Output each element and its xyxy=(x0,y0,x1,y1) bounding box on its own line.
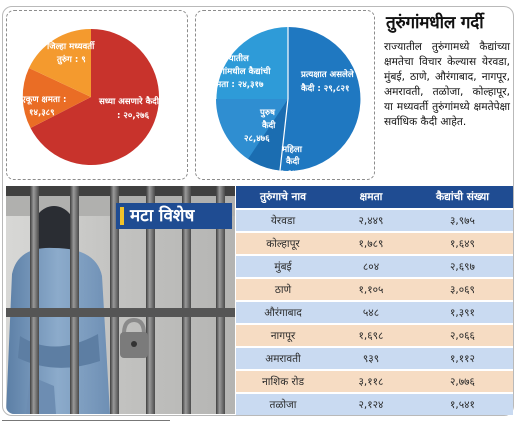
cell-prison-name: मुंबई xyxy=(274,260,292,273)
prison-photo xyxy=(6,186,235,414)
prisoner-behind-bars-illustration xyxy=(6,186,235,414)
female-prisoners-label-1: महिला xyxy=(281,144,303,155)
cell-prisoner-count: १,५४१ xyxy=(450,398,475,411)
pie-slice-district-jails xyxy=(29,28,91,97)
cell-prison-name: नाशिक रोड xyxy=(262,375,304,388)
total-capacity-label-1: एकूण क्षमता : xyxy=(20,95,66,105)
actual-prisoners-label-1: प्रत्यक्षात असलेले xyxy=(300,69,355,80)
cell-prisoner-count: ३,९७५ xyxy=(450,214,475,227)
cell-prison-name: नागपूर xyxy=(270,329,296,342)
cell-prisoner-count: १,११२ xyxy=(450,352,475,365)
prison-capacity-table: तुरुंगाचे नाव क्षमता कैद्यांची संख्या ये… xyxy=(236,186,513,415)
cell-capacity: २,१२४ xyxy=(358,398,384,411)
pie-chart-capacity-box: जिल्हा मध्यवर्ती तुरुंग : ९ एकूण क्षमता … xyxy=(6,10,188,180)
mata-vishesh-badge: मटा विशेष xyxy=(116,203,232,229)
cell-prisoner-count: ३,०६९ xyxy=(450,283,475,296)
pie-divider xyxy=(279,98,289,171)
cell-prison-name: अमरावती xyxy=(265,352,301,365)
cell-prisoner-count: २,६९७ xyxy=(450,260,475,273)
state-capacity-label-2: तुरुंगांमधील कैद्यांची xyxy=(209,66,271,77)
cell-prison-name: तळोजा xyxy=(269,398,297,411)
table-row: येरवडा २,४४९ ३,९७५ xyxy=(236,208,513,231)
pie-chart-prisoners: राज्यातील तुरुंगांमधील कैद्यांची क्षमता … xyxy=(209,26,361,179)
bottom-rule xyxy=(2,420,170,421)
cell-prison-name: कोल्हापूर xyxy=(266,237,300,250)
body-paragraph: राज्यातील तुरुंगामध्ये कैद्यांच्या क्षमत… xyxy=(384,41,510,128)
headline: तुरुंगांमधील गर्दी xyxy=(386,13,484,33)
pie-chart-prisoners-box: राज्यातील तुरुंगांमधील कैद्यांची क्षमता … xyxy=(195,10,375,180)
badge-accent-bar xyxy=(120,207,124,225)
cell-capacity: १,१०५ xyxy=(358,283,384,296)
pie-slice-actual-prisoners xyxy=(280,26,361,171)
cell-capacity: ५४८ xyxy=(362,306,380,319)
cell-capacity: ३,११८ xyxy=(358,375,384,388)
jail-bars xyxy=(6,186,235,414)
cell-capacity: १,६९८ xyxy=(358,329,384,342)
female-prisoners-label-2: कैदी xyxy=(285,156,300,167)
cell-capacity: ९३९ xyxy=(362,352,380,365)
table-row: तळोजा २,१२४ १,५४१ xyxy=(236,392,513,415)
male-prisoners-label-1: पुरुष xyxy=(259,108,276,118)
table-row: नागपूर १,६९८ २,०६६ xyxy=(236,323,513,346)
cell-capacity: १,७८९ xyxy=(358,237,384,250)
pie-slice-female-prisoners xyxy=(248,99,288,171)
table-row: कोल्हापूर १,७८९ १,६४९ xyxy=(236,231,513,254)
state-capacity-label-1: राज्यातील xyxy=(217,53,250,64)
table-row: औरंगाबाद ५४८ १,३९१ xyxy=(236,300,513,323)
district-jails-label-1: जिल्हा मध्यवर्ती xyxy=(46,41,95,52)
col-header-prison-name: तुरुंगाचे नाव xyxy=(259,191,306,203)
pie-chart-capacity: जिल्हा मध्यवर्ती तुरुंग : ९ एकूण क्षमता … xyxy=(20,28,160,165)
cell-prisoner-count: १,३९१ xyxy=(450,306,475,319)
actual-prisoners-label-2: कैदी : २९,८२१ xyxy=(300,83,349,94)
cell-prisoner-count: २,७७६ xyxy=(450,375,475,388)
current-prisoners-label-1: सध्या असणारे कैदी xyxy=(98,96,160,107)
table-header: तुरुंगाचे नाव क्षमता कैद्यांची संख्या xyxy=(236,186,513,208)
table-row: ठाणे १,१०५ ३,०६९ xyxy=(236,277,513,300)
male-prisoners-label-2: कैदी xyxy=(261,120,276,131)
padlock-icon xyxy=(120,317,148,358)
state-capacity-label-3: क्षमता : २४,३१७ xyxy=(210,80,264,90)
pie-slice-total-capacity xyxy=(22,68,91,128)
cell-capacity: २,४४९ xyxy=(358,214,384,227)
female-prisoners-label-3: १,३४५ xyxy=(280,169,302,179)
cell-prison-name: औरंगाबाद xyxy=(264,306,302,319)
cell-prisoner-count: १,६४९ xyxy=(450,237,475,250)
pie-slice-current-prisoners xyxy=(30,28,160,165)
current-prisoners-label-2: : २०,२७६ xyxy=(117,111,150,121)
table-row: नाशिक रोड ३,११८ २,७७६ xyxy=(236,369,513,392)
male-prisoners-label-3: २८,४७६ xyxy=(244,134,270,144)
pie-slice-male-prisoners xyxy=(215,99,288,159)
cell-prison-name: येरवडा xyxy=(270,214,296,227)
cell-prisoner-count: २,०६६ xyxy=(450,329,475,342)
col-header-capacity: क्षमता xyxy=(359,191,383,203)
table-row: मुंबई ८०४ २,६९७ xyxy=(236,254,513,277)
cell-capacity: ८०४ xyxy=(362,260,380,273)
col-header-prisoner-count: कैद्यांची संख्या xyxy=(436,191,489,203)
table-row: अमरावती ९३९ १,११२ xyxy=(236,346,513,369)
total-capacity-label-2: १४,३८९ xyxy=(29,108,55,118)
badge-label: मटा विशेष xyxy=(130,206,195,226)
district-jails-label-2: तुरुंग : ९ xyxy=(56,54,86,65)
cell-prison-name: ठाणे xyxy=(274,283,292,296)
